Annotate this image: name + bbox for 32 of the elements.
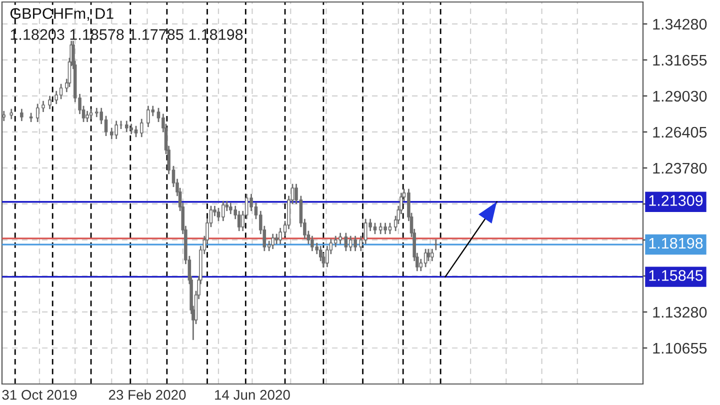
candlestick: [271, 233, 274, 250]
candlestick: [2, 110, 6, 122]
x-tick-label: 31 Oct 2019: [2, 390, 77, 400]
x-tick-label: 23 Feb 2020: [108, 390, 186, 400]
candlestick: [89, 108, 93, 120]
y-tick-label: 1.23780: [653, 162, 707, 174]
y-tick-label: 1.13280: [653, 306, 707, 318]
y-tick-label: 1.31655: [653, 54, 707, 66]
y-tick-label: 1.10655: [653, 342, 707, 354]
candlestick: [430, 248, 434, 262]
candlestick: [344, 232, 348, 252]
chart-title: GBPCHFm, D1: [10, 8, 114, 21]
candlestick: [274, 233, 278, 245]
candlestick: [36, 103, 40, 123]
candlestick: [29, 112, 33, 123]
candlestick: [434, 238, 438, 251]
candlestick: [237, 210, 241, 232]
y-tick-label: 1.29030: [653, 90, 707, 102]
text: 1.18203 1.18578 1.17785 1.18198: [10, 29, 243, 40]
candlestick: [424, 248, 428, 268]
ref-line-label: 1.15845: [649, 270, 703, 281]
candlestick: [20, 108, 24, 122]
y-tick-label: 1.26405: [653, 126, 707, 138]
ref-line-label: 1.18198: [649, 238, 703, 249]
candlestick: [86, 110, 89, 123]
candlestick: [42, 100, 45, 113]
candlestick: [10, 108, 14, 120]
candlestick: [140, 118, 144, 138]
x-tick-label: 14 Jun 2020: [215, 390, 290, 400]
y-tick-label: 1.34280: [653, 18, 707, 30]
ref-line-label: 1.21309: [649, 195, 703, 206]
candlestick: [48, 95, 52, 110]
